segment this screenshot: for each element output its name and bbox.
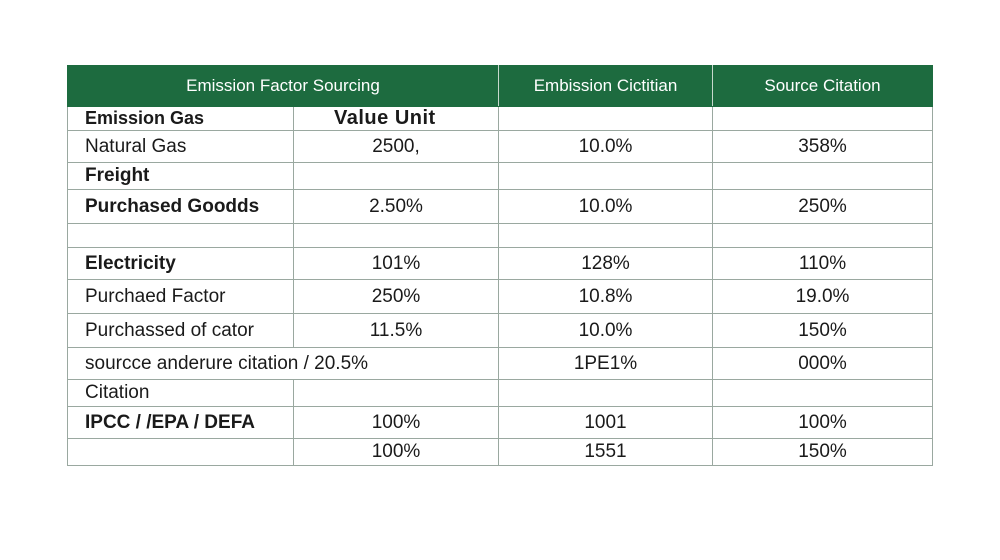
table-header-row: Emission Factor Sourcing Embission Cicti…: [67, 65, 933, 107]
table-row: Purchassed of cator 11.5% 10.0% 150%: [67, 313, 933, 348]
table-cell: [712, 106, 933, 131]
row-value: 10.8%: [498, 279, 713, 314]
table-row: sourcce anderure citation / 20.5% 1PE1% …: [67, 347, 933, 380]
subheader-emission-gas: Emission Gas: [67, 106, 294, 131]
row-value: 1551: [498, 438, 713, 466]
table-row: Natural Gas 2500, 10.0% 358%: [67, 130, 933, 163]
row-value: 1001: [498, 406, 713, 439]
emission-factor-table-container: Emission Factor Sourcing Embission Cicti…: [67, 65, 933, 494]
row-label: Natural Gas: [67, 130, 294, 163]
row-label: IPCC / /EPA / DEFA: [67, 406, 294, 439]
table-cell: [498, 106, 713, 131]
row-value: [293, 162, 499, 190]
row-label: Purchassed of cator: [67, 313, 294, 348]
row-value: [498, 379, 713, 407]
row-value: 100%: [712, 406, 933, 439]
row-value: 19.0%: [712, 279, 933, 314]
row-value: 150%: [712, 313, 933, 348]
row-value: 10.0%: [498, 313, 713, 348]
row-label: Purchased Goodds: [67, 189, 294, 224]
row-value: 150%: [712, 438, 933, 466]
row-label: Purchaed Factor: [67, 279, 294, 314]
row-value: 110%: [712, 247, 933, 280]
table-row: [67, 223, 933, 248]
row-value: 358%: [712, 130, 933, 163]
row-value: [498, 223, 713, 248]
row-value: 250%: [712, 189, 933, 224]
subheader-value-unit-cell: Value Unit: [293, 106, 499, 131]
row-value: 11.5%: [293, 313, 499, 348]
row-label: Electricity: [67, 247, 294, 280]
row-value: 100%: [293, 406, 499, 439]
row-label: Citation: [67, 379, 294, 407]
row-value: 000%: [712, 347, 933, 380]
header-embission-cictitian: Embission Cictitian: [498, 65, 713, 107]
header-source-citation: Source Citation: [712, 65, 933, 107]
row-value: 1PE1%: [498, 347, 713, 380]
table-row: Purchased Goodds 2.50% 10.0% 250%: [67, 189, 933, 224]
row-value: 100%: [293, 438, 499, 466]
table-row: Purchaed Factor 250% 10.8% 19.0%: [67, 279, 933, 314]
row-label: [67, 438, 294, 466]
row-label: [67, 223, 294, 248]
table-row: Freight: [67, 162, 933, 190]
row-value: [712, 162, 933, 190]
subheader-value-unit: Value Unit: [334, 107, 436, 129]
header-emission-factor-sourcing: Emission Factor Sourcing: [67, 65, 499, 107]
emission-factor-table: Emission Factor Sourcing Embission Cicti…: [67, 65, 933, 466]
row-label: sourcce anderure citation / 20.5%: [67, 347, 499, 380]
row-label: Freight: [67, 162, 294, 190]
row-value: [293, 223, 499, 248]
row-value: 101%: [293, 247, 499, 280]
row-value: [498, 162, 713, 190]
row-value: 10.0%: [498, 189, 713, 224]
table-row: 100% 1551 150%: [67, 438, 933, 466]
row-value: [712, 379, 933, 407]
table-row: Citation: [67, 379, 933, 407]
row-value: 128%: [498, 247, 713, 280]
row-value: 10.0%: [498, 130, 713, 163]
subheader-row: Emission Gas Value Unit: [67, 106, 933, 131]
row-value: 2500,: [293, 130, 499, 163]
row-value: [293, 379, 499, 407]
row-value: 2.50%: [293, 189, 499, 224]
row-value: [712, 223, 933, 248]
table-row: IPCC / /EPA / DEFA 100% 1001 100%: [67, 406, 933, 439]
row-value: 250%: [293, 279, 499, 314]
table-row: Electricity 101% 128% 110%: [67, 247, 933, 280]
